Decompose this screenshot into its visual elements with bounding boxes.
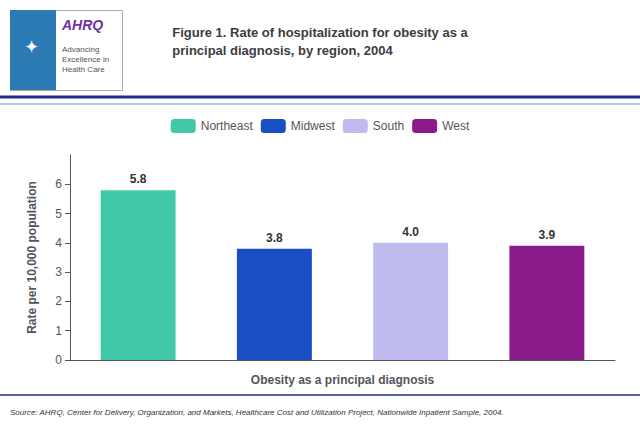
svg-text:Midwest: Midwest [291,119,336,133]
svg-text:principal diagnosis, by region: principal diagnosis, by region, 2004 [172,43,393,58]
svg-text:3.8: 3.8 [266,231,283,245]
svg-text:✦: ✦ [24,37,39,57]
svg-text:2: 2 [55,294,62,308]
svg-text:South: South [373,119,404,133]
svg-text:0: 0 [55,353,62,367]
svg-text:Rate per 10,000 population: Rate per 10,000 population [25,181,39,334]
svg-text:Excellence in: Excellence in [62,55,109,64]
svg-text:Northeast: Northeast [201,119,254,133]
svg-text:Health Care: Health Care [62,65,105,74]
svg-text:West: West [442,119,470,133]
svg-text:4: 4 [55,236,62,250]
svg-text:4.0: 4.0 [402,225,419,239]
svg-text:Obesity as a principal diagnos: Obesity as a principal diagnosis [251,373,435,387]
svg-text:3.9: 3.9 [539,228,556,242]
svg-text:AHRQ: AHRQ [61,17,103,33]
svg-text:Figure 1. Rate of hospitalizat: Figure 1. Rate of hospitalization for ob… [172,25,468,40]
svg-text:3: 3 [55,265,62,279]
svg-text:5: 5 [55,207,62,221]
svg-text:5.8: 5.8 [130,172,147,186]
svg-text:1: 1 [55,324,62,338]
svg-text:Advancing: Advancing [62,45,99,54]
svg-text:Source: AHRQ, Center for Deliv: Source: AHRQ, Center for Delivery, Organ… [10,408,504,417]
svg-text:6: 6 [55,177,62,191]
